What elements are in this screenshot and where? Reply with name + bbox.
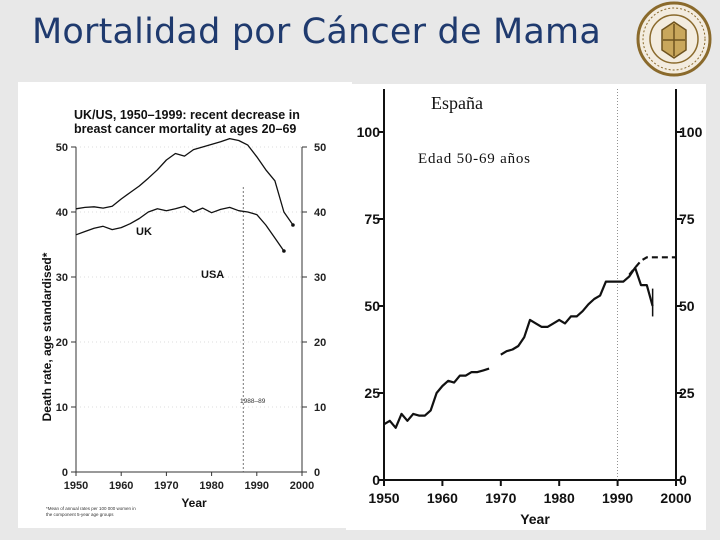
spain-y-tick-label-left: 50 xyxy=(364,298,380,314)
spain-y-tick-label-right: 0 xyxy=(679,472,687,488)
series-end-point-uk xyxy=(291,223,295,227)
spain-y-tick-label-right: 25 xyxy=(679,385,695,401)
y-axis-label: Death rate, age standardised* xyxy=(40,252,54,421)
y-tick-label-right: 0 xyxy=(314,467,320,479)
y-tick-label-right: 20 xyxy=(314,337,326,349)
footnote-line2: the component 5-year age groups xyxy=(46,512,114,517)
series-end-point-usa xyxy=(282,249,286,253)
uk-us-chart-panel: UK/US, 1950–1999: recent decrease in bre… xyxy=(18,82,352,528)
spain-x-tick-label: 1970 xyxy=(485,490,516,506)
footnote-line1: *Mean of annual rates per 100 000 women … xyxy=(46,506,136,511)
spain-x-tick-label: 2000 xyxy=(660,490,691,506)
y-tick-label-left: 50 xyxy=(56,142,68,154)
x-tick-label: 1970 xyxy=(154,480,178,492)
university-seal-icon xyxy=(636,1,712,77)
x-tick-label: 2000 xyxy=(290,480,314,492)
spain-subtitle: Edad 50-69 años xyxy=(418,151,531,167)
x-tick-label: 1950 xyxy=(64,480,88,492)
reference-line-label: 1988–89 xyxy=(240,398,266,405)
y-tick-label-right: 10 xyxy=(314,402,326,414)
spain-y-tick-label-left: 100 xyxy=(357,124,381,140)
spain-observed-line xyxy=(383,266,654,429)
y-tick-label-left: 30 xyxy=(56,272,68,284)
spain-y-tick-label-right: 75 xyxy=(679,211,695,227)
x-axis-label: Year xyxy=(181,496,207,510)
chart-title-line1: UK/US, 1950–1999: recent decrease in xyxy=(74,108,300,122)
spain-x-axis-label: Year xyxy=(520,511,550,527)
spain-x-tick-label: 1950 xyxy=(368,490,399,506)
y-tick-label-right: 40 xyxy=(314,207,326,219)
x-tick-label: 1960 xyxy=(109,480,133,492)
slide-title: Mortalidad por Cáncer de Mama xyxy=(32,12,601,52)
spain-y-tick-label-left: 0 xyxy=(372,472,380,488)
spain-x-tick-label: 1990 xyxy=(602,490,633,506)
spain-projected-line xyxy=(628,256,676,276)
x-tick-label: 1980 xyxy=(199,480,223,492)
series-line-uk xyxy=(75,137,294,226)
spain-y-tick-label-right: 100 xyxy=(679,124,703,140)
spain-chart-panel: España Edad 50-69 años Year 0 0 25 25 50 50 75… xyxy=(346,84,706,530)
y-tick-label-left: 40 xyxy=(56,207,68,219)
y-tick-label-left: 20 xyxy=(56,337,68,349)
series-line-usa xyxy=(75,205,285,252)
uk-us-mortality-chart: UK/US, 1950–1999: recent decrease in bre… xyxy=(40,108,326,517)
y-tick-label-left: 10 xyxy=(56,402,68,414)
spain-y-tick-label-right: 50 xyxy=(679,298,695,314)
y-tick-label-right: 30 xyxy=(314,272,326,284)
y-tick-label-right: 50 xyxy=(314,142,326,154)
spain-mortality-chart: España Edad 50-69 años Year 0 0 25 25 50 50 75… xyxy=(357,89,703,527)
spain-y-tick-label-left: 75 xyxy=(364,211,380,227)
spain-x-tick-label: 1980 xyxy=(544,490,575,506)
legend-uk: UK xyxy=(136,226,152,238)
chart-title-line2: breast cancer mortality at ages 20–69 xyxy=(74,122,296,136)
spain-x-tick-label: 1960 xyxy=(427,490,458,506)
legend-usa: USA xyxy=(201,269,224,281)
x-tick-label: 1990 xyxy=(245,480,269,492)
y-tick-label-left: 0 xyxy=(62,467,68,479)
spain-title: España xyxy=(431,93,483,113)
spain-y-tick-label-left: 25 xyxy=(364,385,380,401)
